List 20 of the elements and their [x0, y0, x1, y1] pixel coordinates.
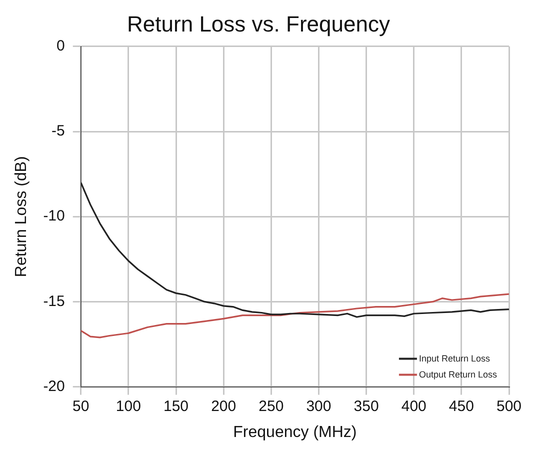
x-tick-label: 50	[72, 398, 90, 415]
x-tick-label: 200	[211, 398, 236, 415]
x-axis-title: Frequency (MHz)	[233, 424, 357, 441]
x-tick-label: 150	[164, 398, 189, 415]
y-tick-label: -5	[52, 122, 65, 140]
y-axis-title: Return Loss (dB)	[13, 156, 30, 278]
x-tick-label: 100	[116, 398, 141, 415]
x-tick-label: 500	[496, 398, 522, 415]
chart-title: Return Loss vs. Frequency	[127, 11, 390, 36]
y-tick-label: -20	[43, 378, 65, 395]
x-tick-label: 250	[258, 398, 284, 415]
y-tick-label: -15	[43, 292, 65, 310]
x-tick-label: 450	[448, 398, 474, 415]
x-tick-label: 350	[354, 398, 379, 415]
y-tick-label: 0	[56, 38, 65, 55]
legend-label: Output Return Loss	[418, 369, 498, 380]
legend-label: Input Return Loss	[418, 353, 490, 364]
x-tick-label: 400	[401, 398, 426, 415]
x-tick-label: 300	[306, 398, 332, 415]
y-tick-label: -10	[43, 208, 65, 225]
